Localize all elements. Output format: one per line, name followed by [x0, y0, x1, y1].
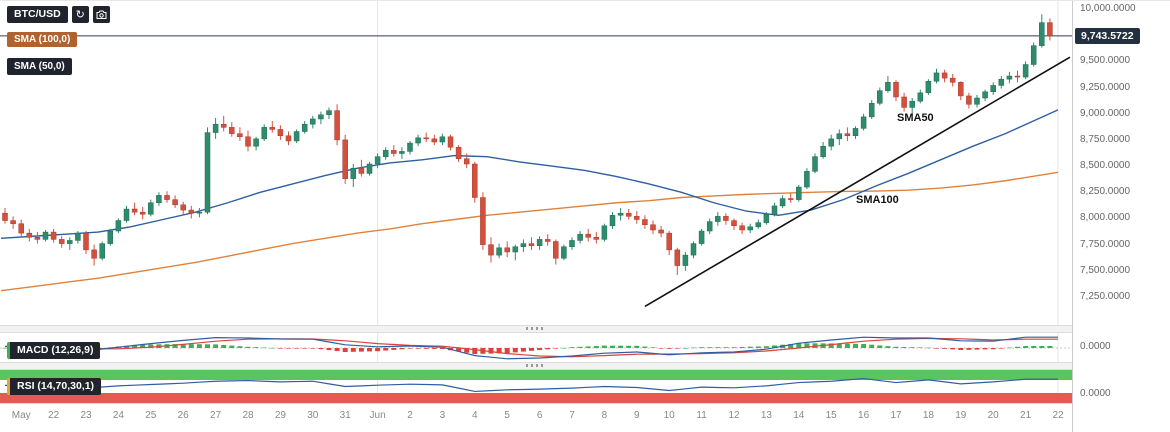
sma100-annotation: SMA100	[856, 194, 899, 206]
sma50-indicator-badge[interactable]: SMA (50,0)	[7, 58, 72, 75]
price-axis-label: 7,500.0000	[1080, 264, 1131, 276]
time-axis-label: 26	[177, 410, 189, 421]
rsi-line	[4, 377, 1058, 393]
rsi-axis-label: 0.0000	[1080, 388, 1111, 399]
price-chart-canvas[interactable]	[0, 1, 1072, 403]
time-axis-label: 30	[307, 410, 319, 421]
sma100-indicator-badge[interactable]: SMA (100,0)	[7, 32, 78, 47]
time-axis-label: 2	[407, 410, 413, 421]
time-axis-label: 11	[696, 410, 707, 421]
time-axis-label: 29	[274, 410, 286, 421]
price-axis-label: 9,500.0000	[1080, 55, 1131, 67]
sma50-line	[0, 109, 1059, 240]
time-axis-label: 18	[922, 410, 934, 421]
time-axis-label: 31	[339, 410, 351, 421]
price-axis-label: 8,000.0000	[1080, 212, 1131, 224]
price-axis[interactable]: 9,743.5722 0.0000 0.0000 10,000.0000 9,50…	[1072, 1, 1170, 432]
time-axis-label: 21	[1020, 410, 1032, 421]
splitter-handle-icon	[526, 364, 546, 367]
time-axis-label: 10	[663, 410, 675, 421]
price-axis-label: 8,500.0000	[1080, 160, 1131, 172]
time-axis-label: 5	[504, 410, 510, 421]
rsi-oversold-band	[0, 393, 1072, 403]
rsi-indicator-badge[interactable]: RSI (14,70,30,1)	[7, 378, 102, 395]
time-axis-label: 12	[728, 410, 740, 421]
snapshot-button[interactable]	[92, 6, 110, 23]
macd-indicator-badge[interactable]: MACD (12,26,9)	[7, 342, 101, 359]
time-axis-label: 22	[48, 410, 60, 421]
panel-splitter[interactable]	[0, 325, 1072, 333]
time-axis-label: 13	[760, 410, 772, 421]
time-axis-label: 28	[242, 410, 254, 421]
macd-line	[4, 336, 1058, 360]
sma100-line	[0, 171, 1059, 292]
price-axis-label: 8,250.0000	[1080, 186, 1131, 198]
price-axis-label: 7,250.0000	[1080, 291, 1131, 302]
time-axis-label: 19	[955, 410, 967, 421]
time-axis-label: 7	[569, 410, 575, 421]
time-axis-label: 8	[601, 410, 608, 421]
time-axis-label: 24	[112, 410, 124, 421]
symbol-badge[interactable]: BTC/USD	[7, 6, 68, 23]
price-axis-label: 8,750.0000	[1080, 133, 1131, 145]
time-axis-label: 22	[1052, 410, 1064, 421]
time-axis-label: 6	[536, 410, 543, 421]
time-axis-label: 17	[890, 410, 902, 421]
time-axis-label: 14	[793, 410, 805, 421]
time-axis-label: Jun	[369, 410, 386, 421]
refresh-icon: ↻	[75, 9, 85, 21]
time-axis-label: 15	[825, 410, 837, 421]
time-axis-label: 27	[210, 410, 222, 421]
time-axis-label: 25	[145, 410, 157, 421]
sma50-annotation: SMA50	[897, 112, 934, 124]
macd-axis-label: 0.0000	[1080, 341, 1111, 352]
time-axis-label: 9	[634, 410, 640, 421]
price-axis-label: 10,000.0000	[1080, 3, 1136, 14]
macd-histogram	[2, 343, 1053, 354]
time-axis[interactable]: May 22 23 24 25 26 27 28 29 30 31 Jun 2 3 4 5 6 7 8 9 10 11 12…	[0, 403, 1072, 432]
price-axis-label: 7,750.0000	[1080, 238, 1131, 250]
panel-splitter[interactable]	[0, 362, 1072, 370]
current-price-badge: 9,743.5722	[1075, 27, 1140, 44]
rsi-overbought-band	[0, 370, 1072, 380]
chart-toolbar: BTC/USD ↻	[7, 6, 110, 23]
time-axis-label: 20	[987, 410, 999, 421]
camera-icon	[96, 10, 107, 19]
trend-line	[644, 56, 1071, 308]
time-axis-label: 23	[80, 410, 92, 421]
price-axis-label: 9,000.0000	[1080, 107, 1131, 119]
time-axis-label: 4	[472, 410, 478, 421]
time-axis-label: 16	[858, 410, 870, 421]
splitter-handle-icon	[526, 327, 546, 330]
time-axis-label: May	[11, 410, 31, 421]
price-axis-label: 9,250.0000	[1080, 81, 1131, 93]
time-axis-label: 3	[439, 410, 446, 421]
candles-layer	[2, 14, 1053, 276]
macd-signal-line	[4, 337, 1058, 358]
refresh-button[interactable]: ↻	[71, 6, 89, 23]
